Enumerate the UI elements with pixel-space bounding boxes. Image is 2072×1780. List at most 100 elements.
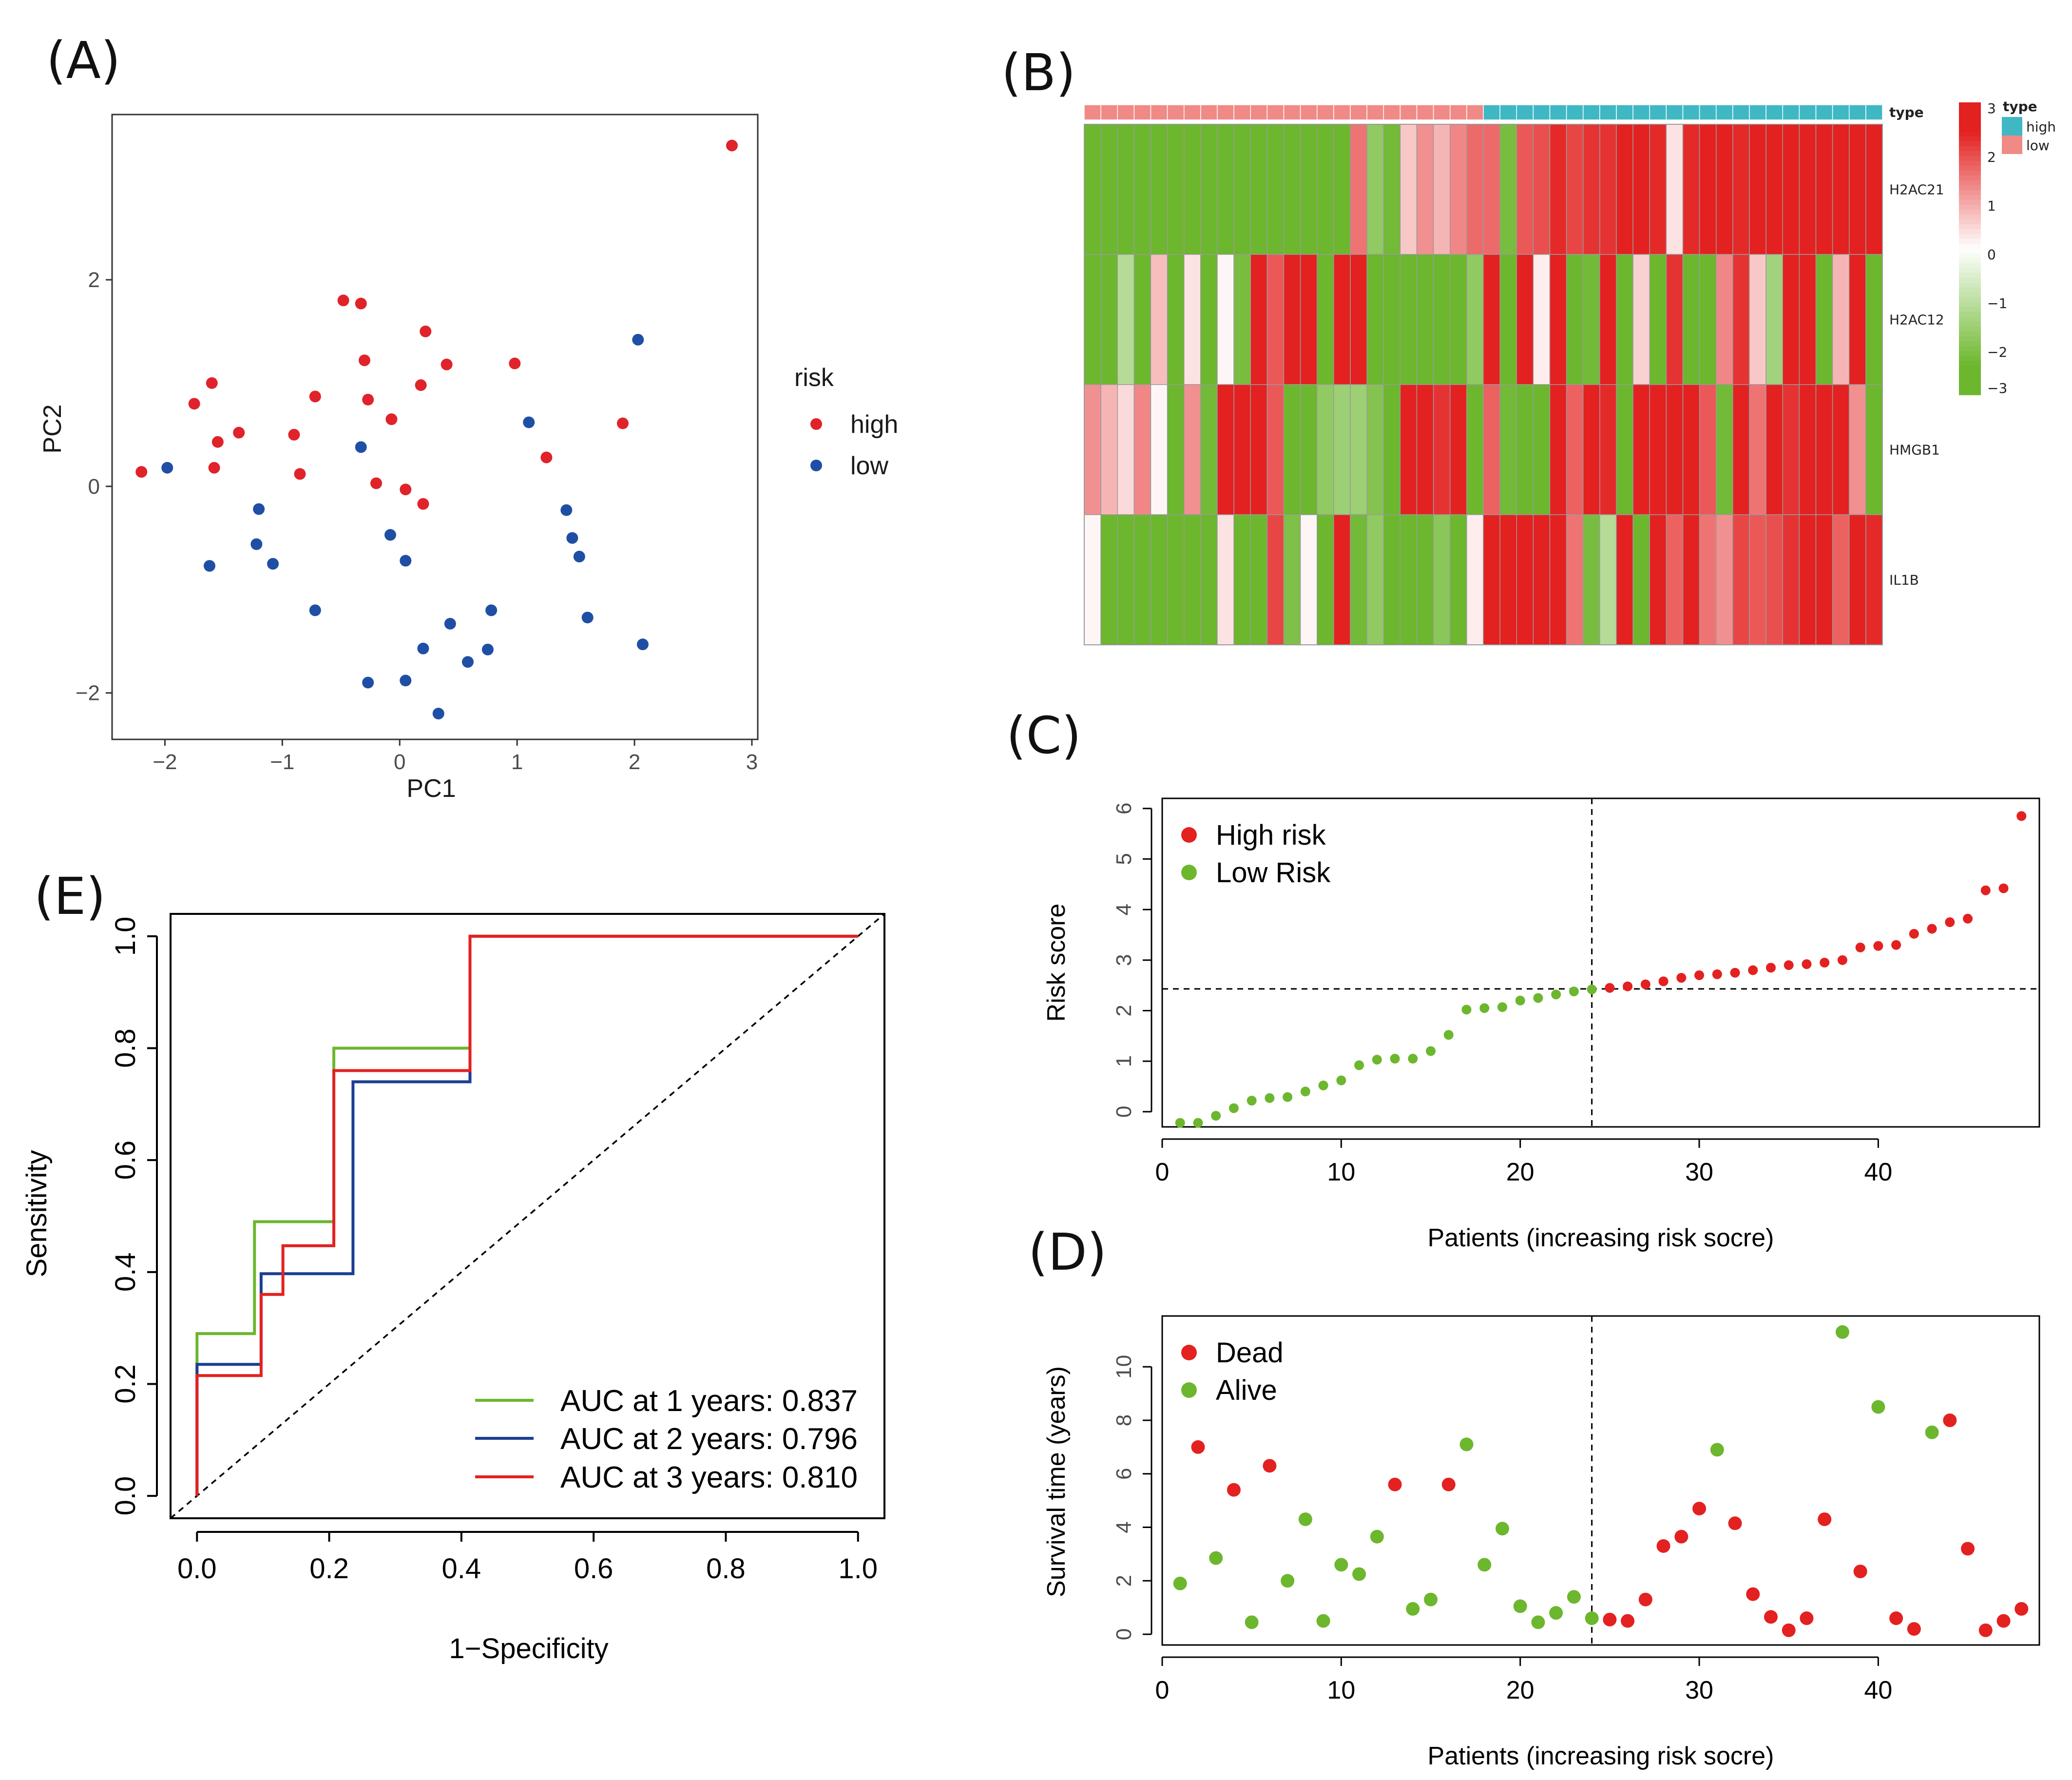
- panel-b-heatmap-cell: [1333, 514, 1351, 645]
- panel-b-scale-step: [1959, 122, 1981, 127]
- panel-b-scale-step: [1959, 156, 1981, 161]
- panel-c-point: [1676, 973, 1687, 983]
- panel-b-heatmap-cell: [1100, 514, 1118, 645]
- panel-a-point-low: [581, 611, 594, 623]
- panel-e-legend-2yr-label: AUC at 2 years: 0.796: [560, 1422, 858, 1456]
- panel-b-heatmap-cell: [1133, 514, 1151, 645]
- panel-b-heatmap-cell: [1250, 384, 1268, 515]
- panel-b-heatmap-cell: [1682, 124, 1700, 255]
- panel-a-point-low: [523, 416, 535, 428]
- panel-c-x-tick-label: 20: [1506, 1158, 1535, 1186]
- panel-b-heatmap-cell: [1400, 514, 1418, 645]
- panel-b-annotation-cell-low: [1350, 104, 1367, 120]
- panel-b-annotation-cell-high: [1815, 104, 1833, 120]
- panel-a-point-high: [509, 357, 521, 369]
- panel-c-point: [1891, 940, 1901, 950]
- panel-b-heatmap-cell: [1666, 124, 1684, 255]
- panel-b-type-legend: type high low: [2002, 98, 2056, 154]
- panel-b-heatmap-cell: [1350, 384, 1367, 515]
- panel-b-annotation-cell-high: [1865, 104, 1883, 120]
- panel-b-heatmap-cell: [1865, 384, 1883, 515]
- panel-a-point-low: [566, 532, 578, 544]
- panel-b-annotation-cell-low: [1317, 104, 1334, 120]
- panel-b-annotation-cell-low: [1300, 104, 1318, 120]
- panel-b-heatmap-cell: [1466, 384, 1484, 515]
- panel-d-point: [1943, 1413, 1957, 1428]
- panel-b-heatmap-cell: [1433, 384, 1451, 515]
- panel-b-heatmap-cell: [1632, 384, 1650, 515]
- panel-c-legend: High risk Low Risk: [1181, 819, 1331, 889]
- panel-b-scale-step: [1959, 346, 1981, 351]
- panel-b-annotation-cell-high: [1533, 104, 1551, 120]
- panel-b-heatmap-cell: [1150, 124, 1168, 255]
- panel-b-heatmap-cell: [1383, 514, 1401, 645]
- panel-b-heatmap-cell: [1100, 384, 1118, 515]
- panel-d-point: [1513, 1599, 1527, 1613]
- panel-b-scale-step: [1959, 175, 1981, 181]
- panel-b-annotation-label: type: [1889, 104, 1924, 120]
- panel-b-annotation-cell-low: [1117, 104, 1135, 120]
- panel-b-heatmap-cell: [1350, 124, 1367, 255]
- panel-b-heatmap-cell: [1516, 254, 1534, 385]
- panel-c-x-tick-label: 0: [1155, 1158, 1170, 1186]
- panel-b-heatmap-cell: [1699, 254, 1717, 385]
- panel-a-x-tick-label: −1: [270, 750, 294, 774]
- panel-c-point: [1623, 981, 1633, 991]
- panel-b-heatmap-cell: [1184, 384, 1201, 515]
- panel-a-point-high: [208, 462, 220, 474]
- panel-d-y-tick-label: 8: [1112, 1414, 1136, 1426]
- panel-d-point: [1352, 1567, 1366, 1581]
- panel-a-point-low: [400, 675, 412, 687]
- panel-e-roc-plot: (E) 0.0 0.2 0.4 0.6 0.8 1.0 0.0 0.2 0.4 0.6 0.8 1.0…: [21, 867, 885, 1664]
- panel-d-point: [1459, 1437, 1474, 1451]
- panel-a-label: (A): [46, 31, 120, 90]
- panel-b-scale-tick-label: −3: [1987, 380, 2007, 396]
- panel-d-point: [1656, 1539, 1670, 1553]
- panel-b-heatmap-cell: [1782, 384, 1800, 515]
- panel-b-heatmap-cell: [1815, 384, 1833, 515]
- panel-d-legend: Dead Alive: [1181, 1337, 1284, 1406]
- panel-c-x-axis-title: Patients (increasing risk socre): [1428, 1224, 1774, 1252]
- panel-a-point-low: [461, 656, 474, 668]
- panel-b-scale-step: [1959, 322, 1981, 327]
- panel-b-heatmap-cell: [1466, 254, 1484, 385]
- panel-c-point: [1927, 924, 1937, 934]
- panel-b-heatmap-cell: [1716, 124, 1733, 255]
- panel-b-heatmap-cell: [1084, 384, 1101, 515]
- panel-a-point-low: [485, 604, 498, 617]
- panel-b-heatmap-cell: [1233, 514, 1251, 645]
- panel-e-legend-3yr-label: AUC at 3 years: 0.810: [560, 1461, 858, 1494]
- panel-c-point: [1533, 993, 1543, 1003]
- panel-a-x-tick-label: −2: [153, 750, 177, 774]
- panel-d-point: [1692, 1502, 1707, 1516]
- panel-b-heatmap-cell: [1300, 254, 1318, 385]
- panel-c-point: [1372, 1055, 1382, 1065]
- panel-b-heatmap-cell: [1167, 124, 1185, 255]
- panel-b-heatmap-cell: [1400, 254, 1418, 385]
- panel-b-heatmap-cell: [1716, 254, 1733, 385]
- panel-d-point: [1549, 1606, 1563, 1620]
- panel-b-heatmap-cell: [1549, 384, 1567, 515]
- panel-d-label: (D): [1028, 1222, 1107, 1282]
- panel-b-scale-step: [1959, 312, 1981, 317]
- panel-a-legend-high-label: high: [850, 410, 898, 439]
- panel-d-x-tick-label: 20: [1506, 1676, 1535, 1704]
- panel-b-type-legend-title: type: [2003, 98, 2037, 115]
- panel-b-scale-step: [1959, 361, 1981, 366]
- panel-b-heatmap-cell: [1400, 124, 1418, 255]
- panel-b-heatmap-cell: [1383, 124, 1401, 255]
- panel-b-heatmap-cell: [1433, 124, 1451, 255]
- panel-b-type-legend-low-label: low: [2026, 137, 2050, 154]
- panel-a-point-low: [632, 333, 644, 346]
- panel-b-scale-step: [1959, 234, 1981, 239]
- panel-b-scale-step: [1959, 224, 1981, 230]
- panel-b-heatmap-cell: [1250, 254, 1268, 385]
- panel-b-heatmap-cell: [1716, 514, 1733, 645]
- panel-d-point: [1996, 1614, 2011, 1628]
- panel-c-point: [1354, 1060, 1364, 1070]
- panel-c-y-tick-label: 0: [1112, 1106, 1136, 1118]
- panel-b-heatmap-cell: [1133, 254, 1151, 385]
- panel-b-annotation-cell-low: [1150, 104, 1168, 120]
- panel-b-scale-tick-label: −2: [1987, 344, 2007, 360]
- panel-b-heatmap-cell: [1849, 384, 1866, 515]
